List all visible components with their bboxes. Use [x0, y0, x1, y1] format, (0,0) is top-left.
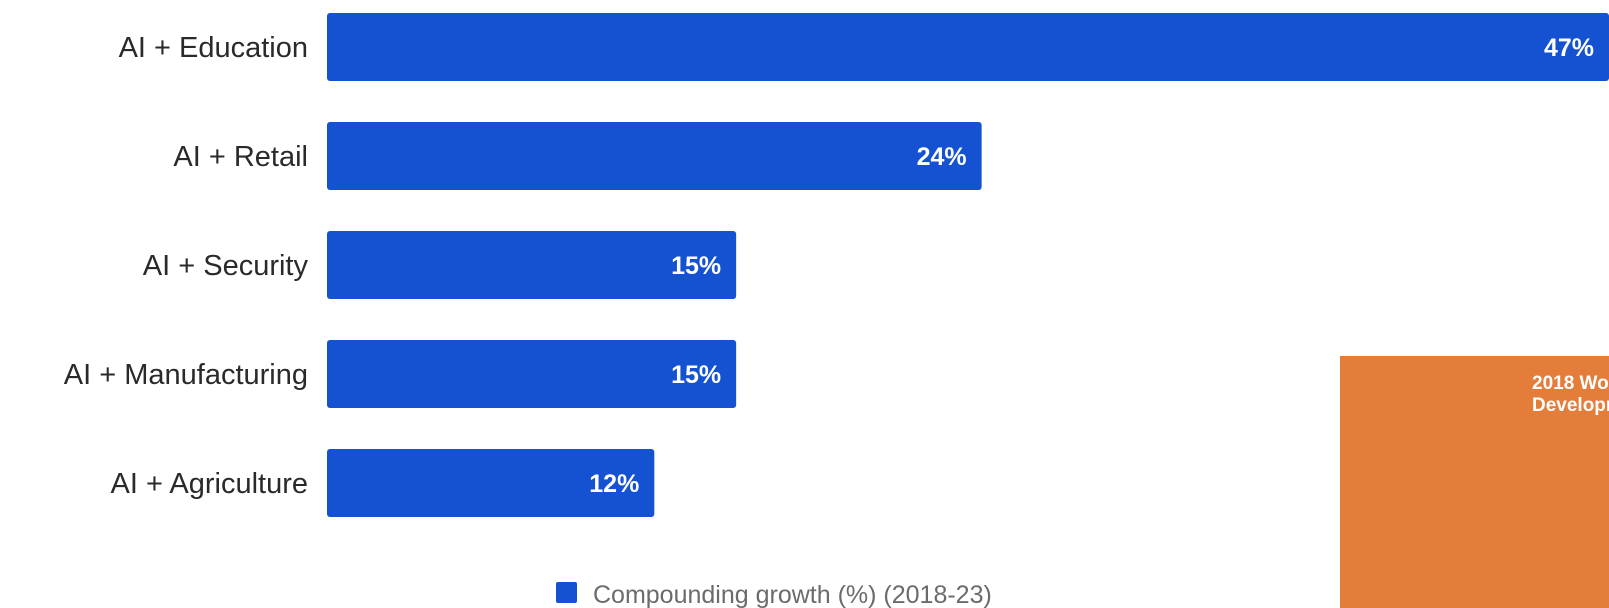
bar: [327, 231, 737, 299]
bar: [327, 13, 1609, 81]
legend-label: Compounding growth (%) (2018-23): [593, 581, 992, 608]
value-label: 15%: [671, 361, 721, 389]
value-label: 47%: [1544, 34, 1594, 62]
bar: [327, 449, 655, 517]
category-label: AI + Security: [143, 250, 309, 282]
overlay-card: 2018 Worl Developme: [1340, 356, 1609, 608]
value-label: 24%: [917, 143, 967, 171]
value-label: 12%: [589, 470, 639, 498]
category-label: AI + Agriculture: [111, 468, 308, 500]
value-label: 15%: [671, 252, 721, 280]
bars-group: [327, 13, 1609, 517]
category-label: AI + Manufacturing: [64, 359, 308, 391]
overlay-card-background: [1340, 356, 1609, 608]
value-labels-group: 47% 24% 15% 15% 12%: [589, 34, 1594, 498]
bar: [327, 340, 737, 408]
category-label: AI + Education: [119, 32, 308, 64]
category-labels-group: AI + Education AI + Retail AI + Security AI…: [64, 32, 309, 500]
legend: Compounding growth (%) (2018-23): [556, 581, 992, 608]
overlay-card-line1: 2018 Worl: [1532, 373, 1609, 394]
overlay-card-line2: Developme: [1532, 395, 1609, 416]
bar: [327, 122, 982, 190]
legend-swatch: [556, 582, 577, 603]
category-label: AI + Retail: [173, 141, 308, 173]
